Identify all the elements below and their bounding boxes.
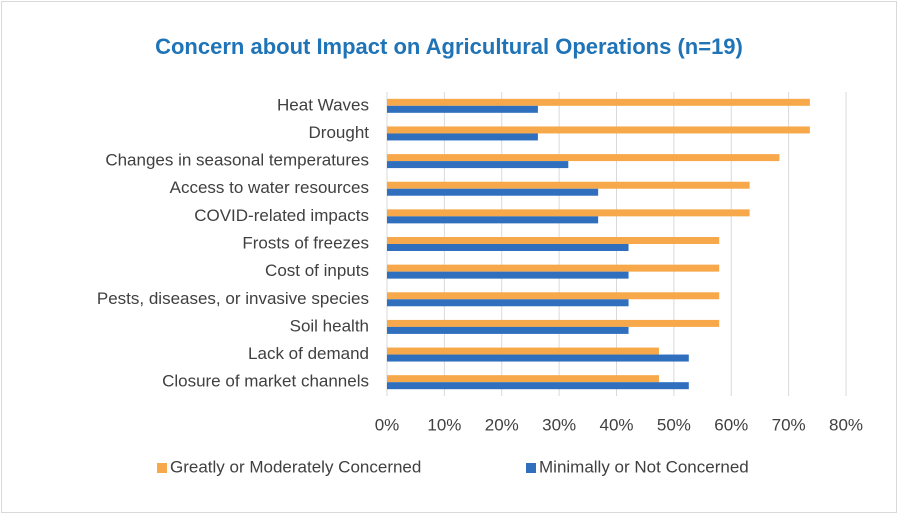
x-tick-label: 40%	[599, 415, 633, 434]
bar	[387, 319, 720, 327]
y-tick-label: Heat Waves	[277, 95, 369, 114]
x-tick-label: 0%	[375, 415, 400, 434]
x-tick-label: 60%	[714, 415, 748, 434]
x-tick-label: 70%	[772, 415, 806, 434]
bar	[387, 271, 629, 279]
bar	[387, 354, 689, 362]
bar	[387, 347, 659, 355]
bar	[387, 237, 720, 244]
legend-label: Minimally or Not Concerned	[539, 457, 749, 476]
y-tick-label: Closure of market channels	[162, 372, 369, 391]
legend-label: Greatly or Moderately Concerned	[170, 457, 421, 476]
bar	[387, 126, 810, 134]
y-tick-label: Lack of demand	[248, 344, 369, 363]
x-tick-label: 30%	[542, 415, 576, 434]
x-tick-label: 80%	[829, 415, 863, 434]
bar	[387, 382, 689, 390]
y-tick-label: Frosts of freezes	[242, 233, 369, 252]
bar	[387, 98, 810, 106]
bar	[387, 133, 538, 141]
x-tick-label: 50%	[657, 415, 691, 434]
y-tick-label: Drought	[309, 123, 370, 142]
legend-swatch	[526, 463, 536, 473]
legend-swatch	[157, 463, 167, 473]
bar	[387, 105, 538, 113]
y-tick-label: Cost of inputs	[265, 261, 369, 280]
chart-title: Concern about Impact on Agricultural Ope…	[155, 34, 743, 59]
y-tick-label: Pests, diseases, or invasive species	[97, 289, 369, 308]
x-tick-label: 20%	[485, 415, 519, 434]
x-tick-label: 10%	[427, 415, 461, 434]
y-tick-label: Changes in seasonal temperatures	[105, 151, 369, 170]
bar	[387, 299, 629, 307]
bar	[387, 264, 720, 272]
bar	[387, 216, 599, 224]
bar	[387, 181, 750, 189]
bar	[387, 326, 629, 334]
bar	[387, 209, 750, 217]
y-tick-label: Access to water resources	[170, 178, 369, 197]
bar	[387, 161, 569, 169]
bar	[387, 244, 629, 251]
y-tick-label: Soil health	[290, 316, 369, 335]
bar	[387, 154, 780, 162]
bar	[387, 292, 720, 300]
y-tick-label: COVID-related impacts	[194, 206, 369, 225]
bar	[387, 188, 599, 196]
bar	[387, 375, 659, 383]
